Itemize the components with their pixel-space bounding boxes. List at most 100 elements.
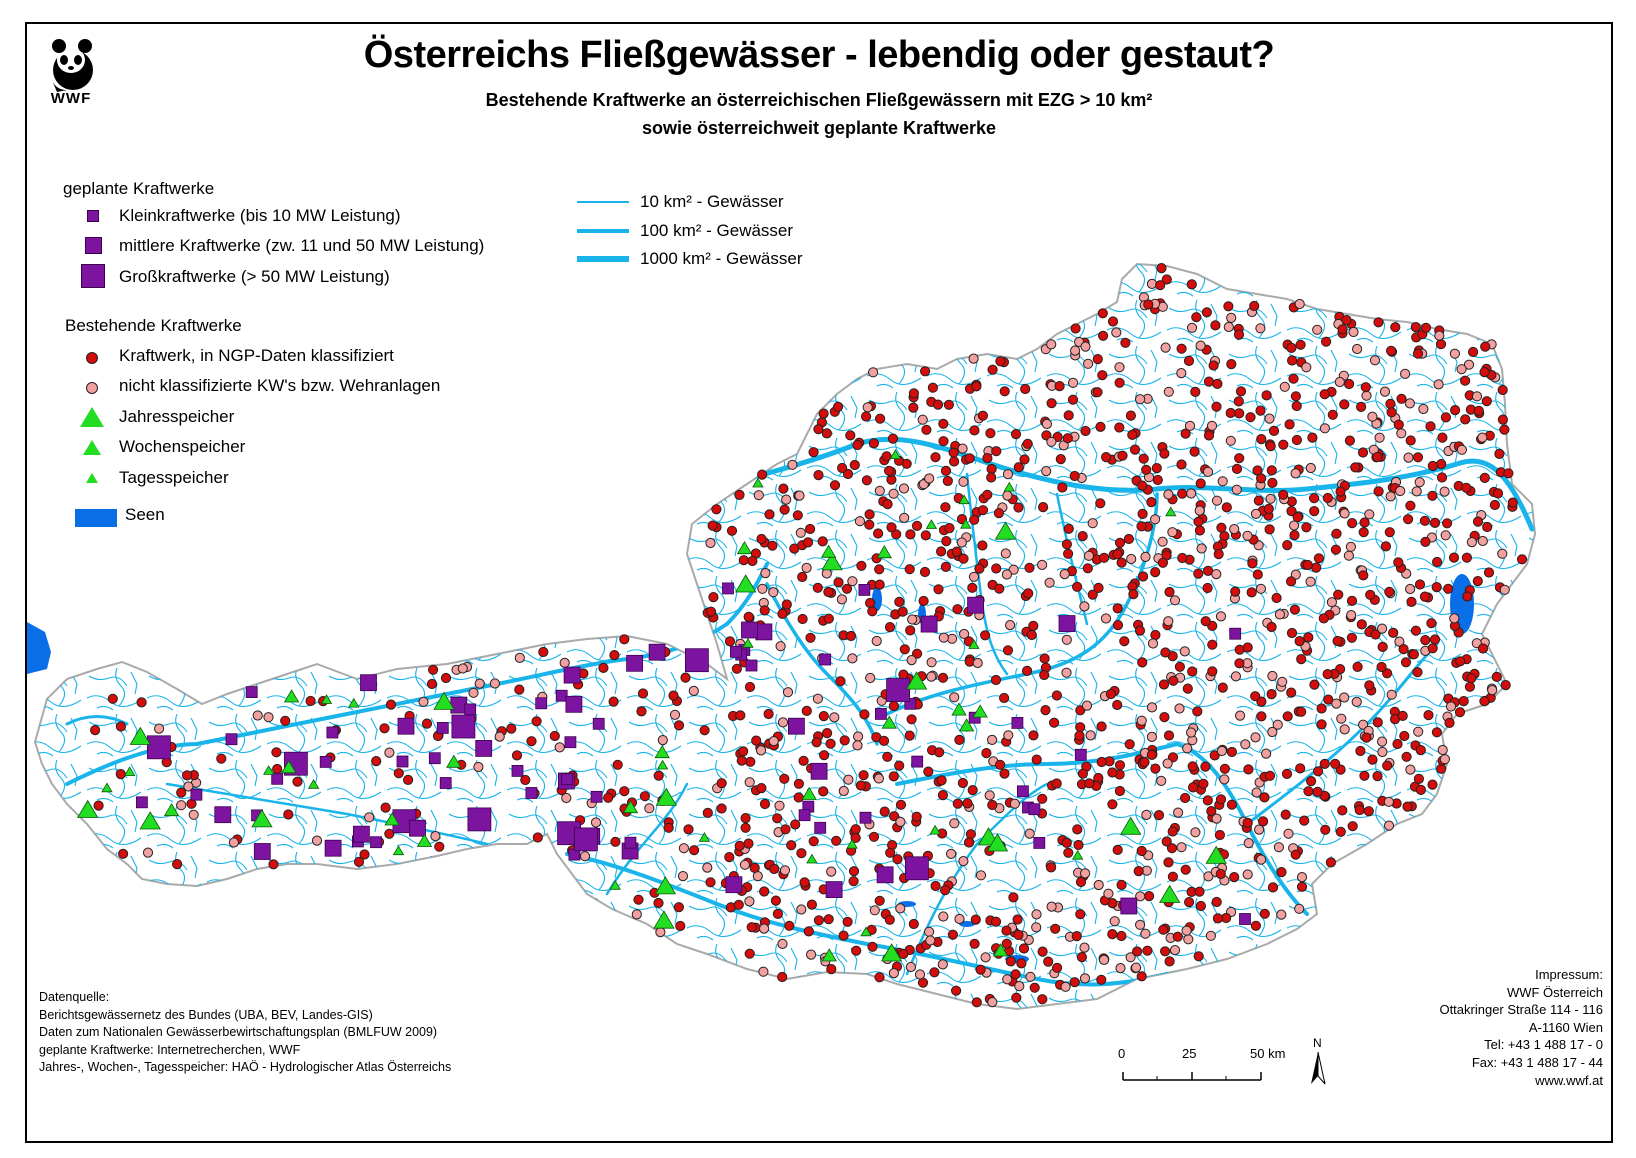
- power-plant-marker: [937, 672, 949, 683]
- power-plant-marker: [1024, 828, 1035, 839]
- power-plant-marker: [1112, 620, 1124, 631]
- power-plant-marker: [1120, 337, 1131, 348]
- planned-plant-marker: [1058, 615, 1076, 632]
- power-plant-marker: [738, 746, 749, 757]
- power-plant-marker: [1052, 962, 1063, 973]
- power-plant-marker: [1396, 393, 1407, 404]
- power-plant-marker: [739, 859, 751, 870]
- power-plant-marker: [777, 938, 788, 950]
- power-plant-marker: [549, 730, 560, 742]
- reservoir-marker: [881, 715, 897, 729]
- power-plant-marker: [874, 895, 885, 906]
- power-plant-marker: [1151, 463, 1162, 474]
- power-plant-marker: [813, 470, 824, 481]
- power-plant-marker: [911, 520, 923, 531]
- power-plant-marker: [1268, 425, 1280, 436]
- power-plant-marker: [1256, 434, 1267, 445]
- power-plant-marker: [1127, 429, 1138, 440]
- power-plant-marker: [884, 465, 895, 476]
- power-plant-marker: [1107, 316, 1119, 327]
- power-plant-marker: [1054, 381, 1065, 392]
- power-plant-marker: [911, 811, 922, 822]
- power-plant-marker: [1276, 867, 1287, 878]
- power-plant-marker: [1136, 715, 1147, 726]
- power-plant-marker: [817, 536, 828, 547]
- power-plant-marker: [1264, 770, 1276, 781]
- power-plant-marker: [1278, 489, 1289, 500]
- power-plant-marker: [1313, 553, 1325, 564]
- power-plant-marker: [1069, 470, 1080, 482]
- power-plant-marker: [886, 522, 897, 533]
- power-plant-marker: [918, 595, 929, 607]
- power-plant-marker: [1455, 656, 1466, 667]
- power-plant-marker: [1160, 946, 1171, 957]
- power-plant-marker: [520, 774, 531, 786]
- power-plant-marker: [1386, 689, 1397, 700]
- power-plant-marker: [1061, 837, 1072, 849]
- power-plant-marker: [1156, 263, 1167, 274]
- power-plant-marker: [1339, 724, 1350, 735]
- power-plant-marker: [1226, 359, 1237, 370]
- power-plant-marker: [1163, 489, 1174, 500]
- power-plant-marker: [1330, 544, 1342, 555]
- power-plant-marker: [1164, 956, 1175, 967]
- power-plant-marker: [1231, 463, 1243, 474]
- reservoir-marker: [958, 494, 970, 505]
- power-plant-marker: [759, 923, 770, 934]
- power-plant-marker: [850, 824, 861, 835]
- power-plant-marker: [1179, 646, 1190, 657]
- power-plant-marker: [1286, 627, 1298, 639]
- power-plant-marker: [1296, 706, 1307, 717]
- power-plant-marker: [1433, 379, 1444, 390]
- power-plant-marker: [1138, 453, 1149, 464]
- power-plant-marker: [1063, 847, 1074, 858]
- planned-plant-marker: [439, 777, 452, 789]
- power-plant-marker: [1312, 786, 1323, 798]
- power-plant-marker: [1230, 671, 1242, 682]
- unclassified-plant-icon: [86, 382, 98, 394]
- power-plant-marker: [1311, 562, 1322, 573]
- power-plant-marker: [673, 720, 685, 731]
- power-plant-marker: [1379, 386, 1391, 397]
- planned-plant-marker: [755, 623, 773, 641]
- planned-plant-marker: [396, 755, 409, 768]
- power-plant-marker: [1081, 700, 1093, 711]
- power-plant-marker: [940, 502, 951, 513]
- power-plant-marker: [874, 579, 885, 590]
- reservoir-marker: [283, 689, 300, 703]
- power-plant-marker: [1041, 418, 1053, 430]
- power-plant-marker: [1266, 465, 1277, 476]
- data-source: Datenquelle: Berichtsgewässernetz des Bu…: [39, 989, 451, 1077]
- power-plant-marker: [779, 773, 790, 784]
- power-plant-marker: [1400, 657, 1412, 668]
- power-plant-marker: [1259, 792, 1270, 803]
- power-plant-marker: [1264, 413, 1275, 424]
- impressum-link[interactable]: www.wwf.at: [1535, 1072, 1603, 1088]
- power-plant-marker: [1083, 358, 1094, 369]
- power-plant-marker: [631, 909, 642, 920]
- power-plant-marker: [1188, 782, 1199, 793]
- power-plant-marker: [1180, 864, 1191, 875]
- power-plant-marker: [930, 880, 941, 892]
- power-plant-marker: [579, 851, 591, 862]
- power-plant-marker: [675, 920, 686, 932]
- power-plant-marker: [1143, 299, 1154, 310]
- power-plant-marker: [882, 751, 893, 762]
- power-plant-marker: [268, 859, 279, 870]
- power-plant-marker: [850, 832, 861, 844]
- power-plant-marker: [908, 918, 919, 930]
- power-plant-marker: [1280, 809, 1291, 820]
- power-plant-marker: [716, 778, 727, 789]
- power-plant-marker: [879, 806, 890, 817]
- power-plant-marker: [1460, 375, 1471, 386]
- power-plant-marker: [1477, 643, 1489, 654]
- power-plant-marker: [759, 886, 770, 897]
- power-plant-marker: [608, 696, 619, 707]
- power-plant-marker: [1296, 654, 1307, 665]
- power-plant-marker: [779, 865, 791, 876]
- panda-icon: [51, 39, 93, 92]
- power-plant-marker: [1059, 569, 1070, 580]
- power-plant-marker: [811, 737, 822, 748]
- power-plant-marker: [1167, 826, 1178, 837]
- power-plant-marker: [1116, 557, 1127, 568]
